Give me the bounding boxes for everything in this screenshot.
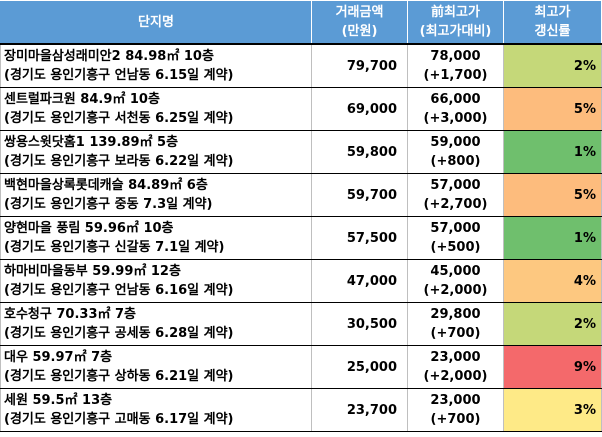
update-rate: 2% [503, 302, 602, 346]
update-rate: 5% [503, 87, 602, 131]
trade-price: 25,000 [311, 345, 408, 389]
table-row: 센트럴파크원 84.9㎡ 10층 (경기도 용인기흥구 서천동 6.25일 계약)… [0, 87, 602, 131]
trade-price: 30,500 [311, 302, 408, 346]
trade-price: 59,700 [311, 173, 408, 217]
complex-cell: 세원 59.5㎡ 13층 (경기도 용인기흥구 고매동 6.17일 계약) [0, 388, 312, 432]
trade-price: 79,700 [311, 43, 408, 88]
header-complex-name: 단지명 [0, 0, 312, 45]
complex-location: (경기도 용인기흥구 중동 7.3일 계약) [4, 197, 213, 212]
prev-high-cell: 29,800 (+700) [407, 302, 504, 346]
update-rate: 1% [503, 130, 602, 174]
update-rate: 9% [503, 345, 602, 389]
prev-high: 29,800 [430, 307, 481, 322]
trade-price: 59,800 [311, 130, 408, 174]
prev-high-diff: (+2,700) [423, 197, 488, 212]
prev-high-diff: (+3,000) [423, 111, 488, 126]
complex-name: 호수청구 70.33㎡ 7층 [4, 307, 137, 322]
complex-cell: 호수청구 70.33㎡ 7층 (경기도 용인기흥구 공세동 6.28일 계약) [0, 302, 312, 346]
table-row: 세원 59.5㎡ 13층 (경기도 용인기흥구 고매동 6.17일 계약) 23,7… [0, 388, 602, 432]
complex-cell: 하마비마을동부 59.99㎡ 12층 (경기도 용인기흥구 언남동 6.16일 계… [0, 259, 312, 303]
complex-location: (경기도 용인기흥구 신갈동 7.1일 계약) [4, 240, 225, 255]
update-rate: 4% [503, 259, 602, 303]
table-row: 쌍용스윗닷홈1 139.89㎡ 5층 (경기도 용인기흥구 보라동 6.22일 계… [0, 130, 602, 174]
complex-name: 백현마을상록롯데캐슬 84.89㎡ 6층 [4, 178, 208, 193]
update-rate: 3% [503, 388, 602, 432]
complex-location: (경기도 용인기흥구 언남동 6.15일 계약) [4, 68, 234, 83]
header-price: 거래금액 (만원) [311, 0, 408, 45]
prev-high-diff: (+2,000) [423, 283, 488, 298]
prev-high: 57,000 [430, 178, 481, 193]
complex-name: 하마비마을동부 59.99㎡ 12층 [4, 264, 181, 279]
complex-location: (경기도 용인기흥구 언남동 6.16일 계약) [4, 283, 234, 298]
update-rate: 2% [503, 43, 602, 88]
prev-high-cell: 78,000 (+1,700) [407, 43, 504, 88]
table-row: 백현마을상록롯데캐슬 84.89㎡ 6층 (경기도 용인기흥구 중동 7.3일 계… [0, 173, 602, 217]
table-row: 양현마을 풍림 59.96㎡ 10층 (경기도 용인기흥구 신갈동 7.1일 계약… [0, 216, 602, 260]
prev-high-diff: (+500) [430, 240, 481, 255]
prev-high-cell: 66,000 (+3,000) [407, 87, 504, 131]
trade-price: 23,700 [311, 388, 408, 432]
complex-name: 장미마을삼성래미안2 84.98㎡ 10층 [4, 49, 214, 64]
table-row: 대우 59.97㎡ 7층 (경기도 용인기흥구 상하동 6.21일 계약) 25,0… [0, 345, 602, 389]
prev-high: 23,000 [430, 393, 481, 408]
prev-high: 45,000 [430, 264, 481, 279]
complex-cell: 쌍용스윗닷홈1 139.89㎡ 5층 (경기도 용인기흥구 보라동 6.22일 계… [0, 130, 312, 174]
prev-high: 66,000 [430, 92, 481, 107]
complex-name: 쌍용스윗닷홈1 139.89㎡ 5층 [4, 135, 179, 150]
prev-high: 57,000 [430, 221, 481, 236]
table-row: 장미마을삼성래미안2 84.98㎡ 10층 (경기도 용인기흥구 언남동 6.15… [0, 43, 602, 88]
table-row: 하마비마을동부 59.99㎡ 12층 (경기도 용인기흥구 언남동 6.16일 계… [0, 259, 602, 303]
complex-cell: 장미마을삼성래미안2 84.98㎡ 10층 (경기도 용인기흥구 언남동 6.15… [0, 43, 312, 88]
prev-high-cell: 57,000 (+2,700) [407, 173, 504, 217]
table-header-row: 단지명 거래금액 (만원) 前최고가 (최고가대비) 최고가 갱신률 [0, 0, 602, 45]
prev-high-diff: (+700) [430, 412, 481, 427]
update-rate: 1% [503, 216, 602, 260]
prev-high: 23,000 [430, 350, 481, 365]
complex-location: (경기도 용인기흥구 서천동 6.25일 계약) [4, 111, 234, 126]
complex-location: (경기도 용인기흥구 공세동 6.28일 계약) [4, 326, 234, 341]
trade-price: 47,000 [311, 259, 408, 303]
table-row: 호수청구 70.33㎡ 7층 (경기도 용인기흥구 공세동 6.28일 계약) 30… [0, 302, 602, 346]
prev-high: 78,000 [430, 49, 481, 64]
prev-high-diff: (+800) [430, 154, 481, 169]
prev-high-cell: 23,000 (+700) [407, 388, 504, 432]
complex-cell: 백현마을상록롯데캐슬 84.89㎡ 6층 (경기도 용인기흥구 중동 7.3일 계… [0, 173, 312, 217]
prev-high-diff: (+2,000) [423, 369, 488, 384]
prev-high-cell: 45,000 (+2,000) [407, 259, 504, 303]
trade-price: 57,500 [311, 216, 408, 260]
prev-high-cell: 59,000 (+800) [407, 130, 504, 174]
prev-high-cell: 23,000 (+2,000) [407, 345, 504, 389]
complex-location: (경기도 용인기흥구 고매동 6.17일 계약) [4, 412, 234, 427]
header-prev-high: 前최고가 (최고가대비) [407, 0, 504, 45]
complex-location: (경기도 용인기흥구 상하동 6.21일 계약) [4, 369, 234, 384]
complex-cell: 대우 59.97㎡ 7층 (경기도 용인기흥구 상하동 6.21일 계약) [0, 345, 312, 389]
header-update-rate: 최고가 갱신률 [503, 0, 602, 45]
prev-high-diff: (+700) [430, 326, 481, 341]
prev-high-diff: (+1,700) [423, 68, 488, 83]
complex-name: 센트럴파크원 84.9㎡ 10층 [4, 92, 160, 107]
complex-name: 대우 59.97㎡ 7층 [4, 350, 113, 365]
complex-name: 세원 59.5㎡ 13층 [4, 393, 113, 408]
complex-cell: 센트럴파크원 84.9㎡ 10층 (경기도 용인기흥구 서천동 6.25일 계약) [0, 87, 312, 131]
complex-name: 양현마을 풍림 59.96㎡ 10층 [4, 221, 174, 236]
complex-cell: 양현마을 풍림 59.96㎡ 10층 (경기도 용인기흥구 신갈동 7.1일 계약… [0, 216, 312, 260]
update-rate: 5% [503, 173, 602, 217]
prev-high-cell: 57,000 (+500) [407, 216, 504, 260]
trade-price: 69,000 [311, 87, 408, 131]
complex-location: (경기도 용인기흥구 보라동 6.22일 계약) [4, 154, 234, 169]
prev-high: 59,000 [430, 135, 481, 150]
